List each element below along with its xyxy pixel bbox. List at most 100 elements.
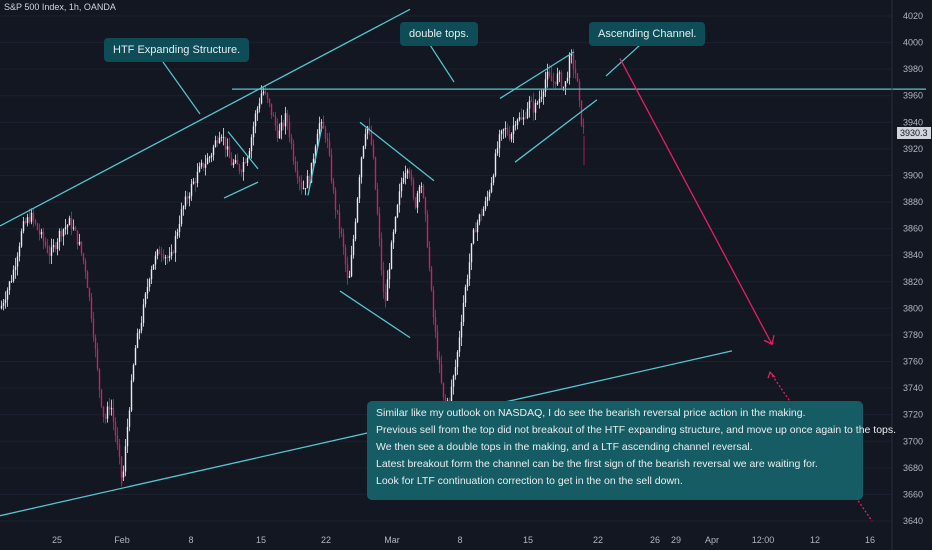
time-tick-label: 8 <box>457 535 462 545</box>
candle-body <box>508 134 511 140</box>
price-tick-label: 3800 <box>903 303 923 313</box>
candle-body <box>330 154 333 182</box>
candle-body <box>248 151 251 158</box>
candle-body <box>204 164 207 168</box>
candle-body <box>278 130 281 139</box>
candle-body <box>402 178 405 183</box>
candle-body <box>88 288 91 298</box>
candle-body <box>552 81 555 83</box>
candle-body <box>82 253 85 262</box>
candle-body <box>332 181 335 191</box>
candle-body <box>464 286 467 303</box>
candle-body <box>488 191 491 198</box>
candle-body <box>128 410 131 427</box>
candle-body <box>196 171 199 184</box>
time-tick-label: 15 <box>256 535 266 545</box>
candle-body <box>298 178 301 182</box>
candle-body <box>264 91 267 94</box>
candle-body <box>152 264 155 270</box>
candle-body <box>534 102 537 113</box>
candle-body <box>344 247 347 265</box>
candle-body <box>218 137 221 143</box>
time-tick-label: 22 <box>321 535 331 545</box>
trendline <box>499 51 575 99</box>
time-axis: 25 Feb 8 15 22 Mar 8 15 22 26 29 Apr 12:00 12 16 <box>52 535 875 545</box>
candle-body <box>418 186 421 194</box>
candle-body <box>200 162 203 167</box>
candle-body <box>48 252 51 256</box>
candle-body <box>226 146 229 150</box>
candle-body <box>556 73 559 85</box>
candle-body <box>384 292 387 301</box>
candle-body <box>70 218 73 229</box>
price-tick-label: 3660 <box>903 489 923 499</box>
candle-body <box>120 456 123 478</box>
candle-body <box>518 117 521 120</box>
price-tick-label: 4020 <box>903 11 923 21</box>
candle-body <box>484 201 487 209</box>
candle-body <box>176 231 179 236</box>
candle-body <box>208 157 211 159</box>
candle-body <box>252 126 255 138</box>
candle-body <box>516 119 519 125</box>
candle-body <box>172 251 175 253</box>
time-tick-label: 15 <box>523 535 533 545</box>
candle-body <box>514 124 517 126</box>
candle-body <box>74 227 77 231</box>
candle-body <box>274 116 277 126</box>
candle-body <box>550 75 553 82</box>
time-tick-label: Apr <box>705 535 719 545</box>
candle-body <box>60 230 63 237</box>
candle-body <box>376 188 379 214</box>
candle-body <box>466 279 469 287</box>
candle-body <box>64 227 67 230</box>
candle-body <box>478 214 481 223</box>
candle-body <box>340 229 343 234</box>
candle-body <box>20 231 23 247</box>
price-tick-label: 3840 <box>903 250 923 260</box>
candle-body <box>164 257 167 259</box>
candle-body <box>160 253 163 255</box>
candle-body <box>214 140 217 147</box>
candle-body <box>372 144 375 158</box>
candle-body <box>406 170 409 174</box>
candle-body <box>520 117 523 120</box>
candle-body <box>50 247 53 256</box>
candle-body <box>554 81 557 85</box>
candle-body <box>84 261 87 272</box>
candle-body <box>420 186 423 187</box>
candle-body <box>320 121 323 124</box>
candle-body <box>454 367 457 376</box>
candle-body <box>256 108 259 114</box>
trendline <box>514 99 598 163</box>
candle-body <box>32 212 35 221</box>
candle-body <box>334 190 337 211</box>
candle-body <box>322 121 325 129</box>
candle-body <box>366 126 369 134</box>
price-tick-label: 3980 <box>903 64 923 74</box>
candle-body <box>266 93 269 99</box>
candle-body <box>238 164 241 172</box>
candle-body <box>140 322 143 331</box>
candle-body <box>174 235 177 253</box>
price-tick-label: 3940 <box>903 117 923 127</box>
candle-body <box>472 229 475 244</box>
candle-body <box>304 188 307 189</box>
candle-body <box>2 303 5 306</box>
candle-body <box>220 137 223 139</box>
candle-body <box>162 254 165 259</box>
candle-body <box>494 153 497 176</box>
candle-body <box>458 337 461 352</box>
candle-body <box>392 231 395 243</box>
candle-body <box>270 103 273 115</box>
candle-body <box>370 131 373 145</box>
candle-body <box>190 183 193 196</box>
candle-body <box>548 71 551 76</box>
candle-body <box>122 471 125 478</box>
candle-body <box>526 108 529 118</box>
candle-body <box>144 293 147 305</box>
candle-body <box>124 446 127 472</box>
time-tick-label: Feb <box>114 535 130 545</box>
candle-body <box>572 54 575 69</box>
